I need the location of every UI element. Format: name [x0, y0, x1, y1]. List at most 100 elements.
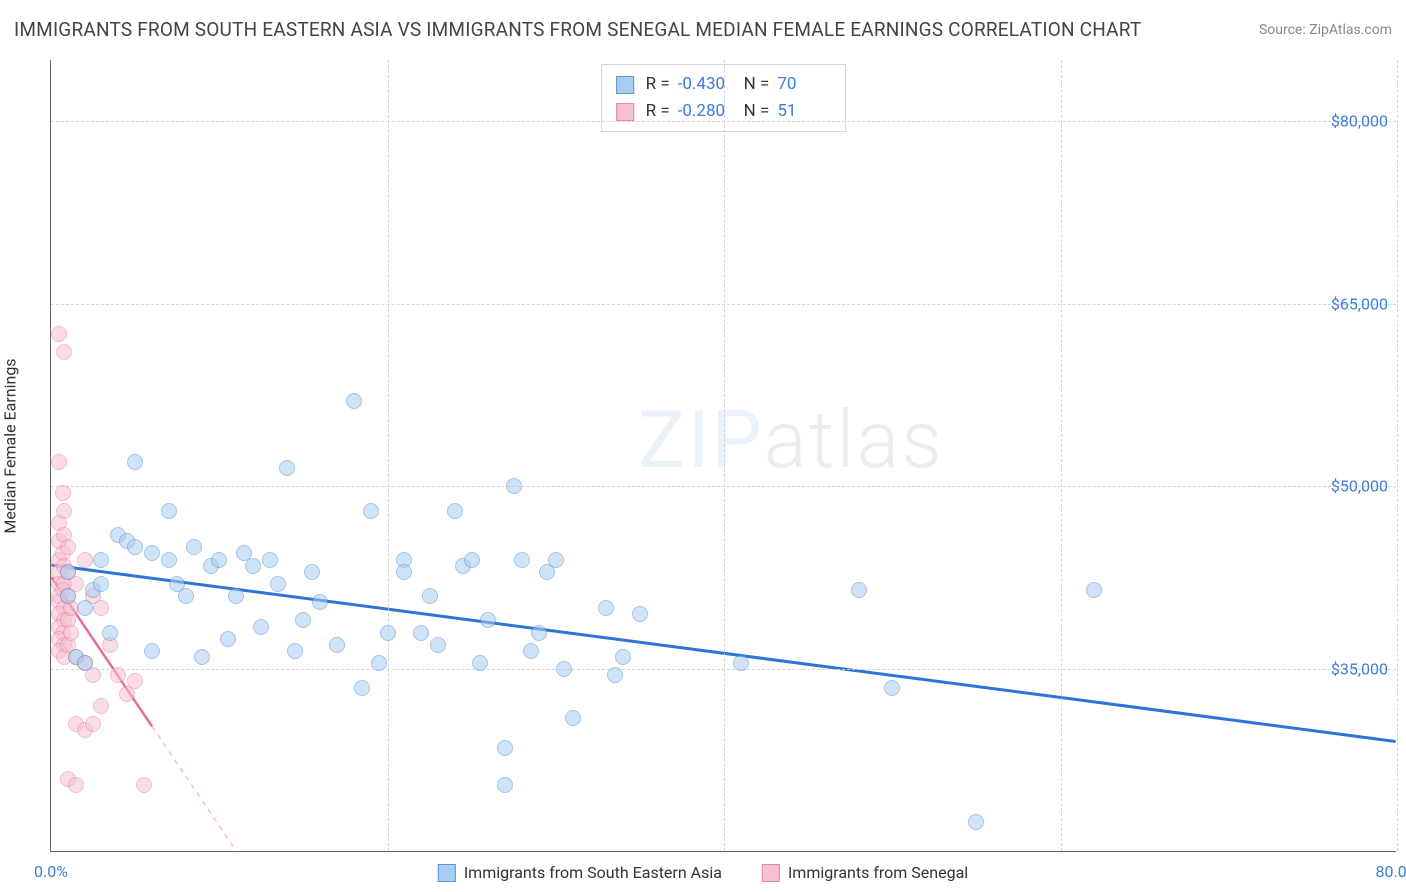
scatter-point [733, 655, 749, 671]
scatter-point [548, 552, 564, 568]
gridline-vertical [724, 60, 725, 851]
scatter-point [161, 552, 177, 568]
legend-swatch [616, 103, 634, 121]
scatter-point [262, 552, 278, 568]
scatter-point [228, 588, 244, 604]
scatter-point [60, 564, 76, 580]
scatter-point [565, 710, 581, 726]
scatter-point [1086, 582, 1102, 598]
scatter-point [304, 564, 320, 580]
scatter-point [607, 667, 623, 683]
scatter-point [119, 686, 135, 702]
scatter-point [194, 649, 210, 665]
y-tick-label: $35,000 [1331, 660, 1388, 679]
scatter-point [531, 625, 547, 641]
scatter-point [253, 619, 269, 635]
y-tick-label: $65,000 [1331, 294, 1388, 313]
legend-item: Immigrants from Senegal [762, 863, 968, 882]
y-axis-label: Median Female Earnings [1, 358, 20, 533]
scatter-point [295, 612, 311, 628]
scatter-point [422, 588, 438, 604]
scatter-point [480, 612, 496, 628]
scatter-point [127, 454, 143, 470]
scatter-point [346, 393, 362, 409]
scatter-point [497, 777, 513, 793]
y-tick-label: $50,000 [1331, 477, 1388, 496]
watermark-part2: atlas [764, 393, 944, 487]
scatter-point [77, 600, 93, 616]
gridline-vertical [1061, 60, 1062, 851]
gridline-vertical [1397, 60, 1398, 851]
legend-label: Immigrants from South Eastern Asia [464, 863, 722, 882]
x-tick-label: 0.0% [34, 862, 68, 881]
legend-item: Immigrants from South Eastern Asia [438, 863, 722, 882]
scatter-point [514, 552, 530, 568]
y-tick-label: $80,000 [1331, 111, 1388, 130]
scatter-point [506, 478, 522, 494]
scatter-point [211, 552, 227, 568]
legend-swatch [438, 864, 456, 882]
scatter-point [178, 588, 194, 604]
x-tick-label: 80.0% [1376, 862, 1406, 881]
scatter-point [144, 643, 160, 659]
legend-swatch [616, 76, 634, 94]
scatter-point [447, 503, 463, 519]
scatter-point [55, 485, 71, 501]
scatter-point [523, 643, 539, 659]
scatter-point [51, 326, 67, 342]
scatter-point [497, 740, 513, 756]
scatter-point [472, 655, 488, 671]
scatter-point [93, 552, 109, 568]
scatter-point [598, 600, 614, 616]
scatter-point [63, 625, 79, 641]
r-label: R = [646, 71, 670, 98]
scatter-point [380, 625, 396, 641]
scatter-point [136, 777, 152, 793]
scatter-point [632, 606, 648, 622]
scatter-point [127, 539, 143, 555]
scatter-point [93, 576, 109, 592]
scatter-point [245, 558, 261, 574]
scatter-point [144, 545, 160, 561]
scatter-point [464, 552, 480, 568]
scatter-point [93, 600, 109, 616]
scatter-point [270, 576, 286, 592]
scatter-point [363, 503, 379, 519]
scatter-point [851, 582, 867, 598]
scatter-point [287, 643, 303, 659]
plot-area: ZIPatlas R =-0.430N =70R =-0.280N =51 $3… [50, 60, 1396, 852]
watermark: ZIPatlas [638, 393, 944, 487]
scatter-point [51, 454, 67, 470]
scatter-point [77, 552, 93, 568]
scatter-point [430, 637, 446, 653]
chart-title: IMMIGRANTS FROM SOUTH EASTERN ASIA VS IM… [14, 18, 1141, 41]
scatter-point [329, 637, 345, 653]
scatter-point [60, 539, 76, 555]
scatter-point [354, 680, 370, 696]
scatter-point [186, 539, 202, 555]
watermark-part1: ZIP [638, 393, 764, 487]
series-legend: Immigrants from South Eastern Asia Immigr… [438, 863, 968, 882]
gridline-vertical [388, 60, 389, 851]
n-label: N = [744, 71, 770, 98]
n-value: 70 [777, 71, 831, 98]
scatter-point [968, 814, 984, 830]
scatter-point [68, 777, 84, 793]
source-attribution: Source: ZipAtlas.com [1259, 22, 1392, 38]
scatter-point [413, 625, 429, 641]
scatter-point [161, 503, 177, 519]
scatter-point [77, 655, 93, 671]
scatter-point [102, 625, 118, 641]
scatter-point [93, 698, 109, 714]
legend-label: Immigrants from Senegal [788, 863, 968, 882]
scatter-point [60, 588, 76, 604]
scatter-point [220, 631, 236, 647]
scatter-point [110, 667, 126, 683]
scatter-point [556, 661, 572, 677]
scatter-point [615, 649, 631, 665]
scatter-point [56, 503, 72, 519]
scatter-point [279, 460, 295, 476]
scatter-point [396, 564, 412, 580]
scatter-point [312, 594, 328, 610]
legend-swatch [762, 864, 780, 882]
